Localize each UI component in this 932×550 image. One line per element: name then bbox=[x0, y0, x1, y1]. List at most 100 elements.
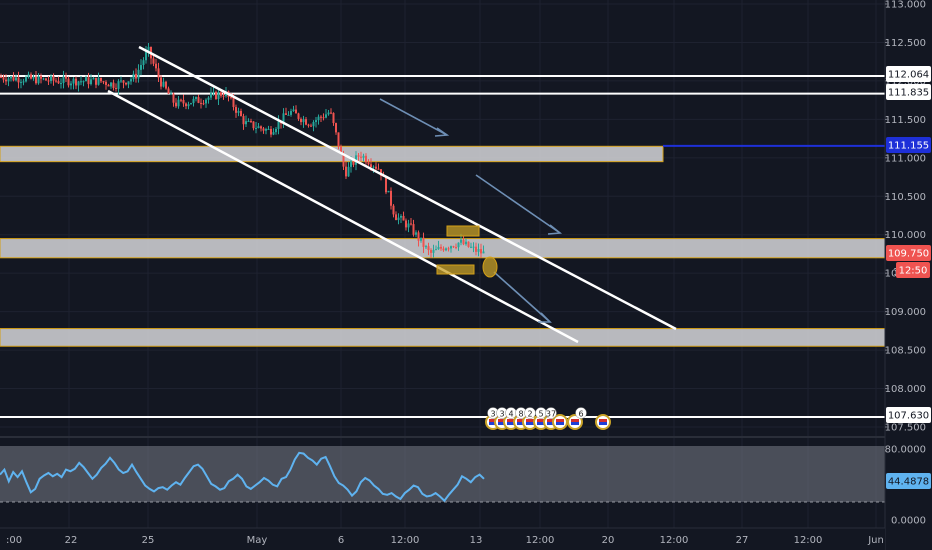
candle-body bbox=[357, 155, 360, 157]
candle-body bbox=[300, 118, 302, 123]
highlight-box-bottom[interactable] bbox=[436, 264, 475, 275]
candle-body bbox=[302, 119, 305, 123]
candle-body bbox=[475, 246, 477, 252]
candle-body bbox=[7, 78, 10, 82]
rsi-axis-label: 0.0000 bbox=[891, 516, 926, 527]
time-axis[interactable]: :00 22 25 May 6 12:00 13 12:00 20 12:00 27 12:00 Jun bbox=[6, 535, 884, 546]
time-axis-label: 25 bbox=[142, 535, 155, 546]
candle-body bbox=[230, 97, 232, 99]
event-count-badge[interactable]: 5 bbox=[535, 407, 547, 419]
candle-body bbox=[430, 250, 432, 253]
candle-body bbox=[380, 169, 382, 176]
candle-body bbox=[17, 77, 20, 83]
candle-body bbox=[270, 128, 272, 135]
candle-body bbox=[397, 217, 400, 221]
candle-body bbox=[222, 95, 225, 97]
candle-body bbox=[470, 246, 472, 248]
event-marker[interactable] bbox=[567, 414, 583, 430]
chart-grid bbox=[0, 0, 885, 528]
channel-upper-line[interactable] bbox=[138, 45, 677, 331]
candle-body bbox=[257, 126, 260, 129]
candle-body bbox=[315, 120, 317, 122]
time-axis-background[interactable] bbox=[0, 528, 885, 550]
event-count-badge[interactable]: 8 bbox=[515, 407, 527, 419]
event-marker[interactable] bbox=[595, 414, 611, 430]
candle-body bbox=[145, 51, 147, 61]
price-tag-2[interactable]: 111.835 bbox=[886, 84, 931, 100]
price-axis-label: 111.500 bbox=[885, 115, 926, 126]
candle-body bbox=[70, 83, 72, 86]
candle-body bbox=[55, 80, 57, 82]
time-axis-label: 12:00 bbox=[660, 535, 689, 546]
candle-body bbox=[182, 100, 185, 104]
candle-body bbox=[195, 97, 197, 99]
candle-body bbox=[450, 246, 452, 249]
price-axis-label: 110.500 bbox=[885, 192, 926, 203]
horizontal-levels[interactable] bbox=[0, 74, 885, 419]
candle-body bbox=[255, 128, 257, 130]
time-axis-label: May bbox=[247, 535, 268, 546]
highlight-box-top[interactable] bbox=[446, 225, 480, 237]
price-axis-label: 109.000 bbox=[885, 307, 926, 318]
event-count-label: 3 bbox=[499, 410, 504, 419]
event-count-badge[interactable]: 37 bbox=[545, 407, 557, 419]
zone-1[interactable] bbox=[0, 145, 664, 163]
candle-body bbox=[162, 81, 165, 87]
candle-body bbox=[427, 246, 430, 251]
candle-body bbox=[292, 109, 295, 112]
time-axis-label: 27 bbox=[736, 535, 749, 546]
trend-channel[interactable] bbox=[107, 45, 677, 344]
time-axis-label: :00 bbox=[6, 535, 22, 546]
candle-body bbox=[362, 155, 365, 158]
candle-body bbox=[32, 76, 35, 79]
price-tag-1[interactable]: 112.064 bbox=[886, 66, 931, 82]
price-tag-label: 109.750 bbox=[888, 249, 929, 260]
candle-body bbox=[95, 77, 97, 85]
candle-body bbox=[285, 113, 287, 115]
rsi-current-tag[interactable]: 44.4878 bbox=[886, 473, 931, 489]
channel-lower-line[interactable] bbox=[107, 89, 579, 344]
candle-body bbox=[360, 156, 362, 158]
candle-body bbox=[297, 113, 300, 119]
event-count-badge[interactable]: 4 bbox=[505, 407, 517, 419]
candle-body bbox=[390, 190, 392, 206]
time-axis-label: 12:00 bbox=[391, 535, 420, 546]
arrow-2[interactable] bbox=[475, 174, 563, 235]
candle-body bbox=[435, 249, 437, 251]
arrow-3[interactable] bbox=[493, 271, 552, 323]
candle-body bbox=[115, 87, 117, 89]
candle-body bbox=[47, 80, 50, 82]
candle-body bbox=[287, 114, 290, 116]
candle-body bbox=[477, 249, 480, 252]
price-tags: 112.064 111.835 111.155 109.750 12:50 107.630 bbox=[886, 66, 931, 423]
event-count-badge[interactable]: 2 bbox=[524, 407, 536, 419]
candle-body bbox=[457, 242, 460, 248]
price-tag-4[interactable]: 109.750 bbox=[886, 245, 931, 261]
highlight-markers[interactable] bbox=[436, 225, 498, 278]
highlight-ellipse[interactable] bbox=[482, 256, 498, 278]
arrow-1[interactable] bbox=[379, 98, 450, 137]
price-tag-6[interactable]: 107.630 bbox=[886, 407, 931, 423]
zone-2[interactable] bbox=[0, 238, 886, 259]
price-tag-label: 12:50 bbox=[899, 266, 928, 277]
candle-body bbox=[440, 246, 442, 249]
candle-body bbox=[185, 103, 187, 107]
direction-arrows[interactable] bbox=[379, 98, 563, 323]
time-axis-label: 12:00 bbox=[794, 535, 823, 546]
candle-body bbox=[92, 77, 95, 80]
candle-body bbox=[232, 97, 235, 108]
price-tag-label: 107.630 bbox=[888, 411, 929, 422]
event-count-badge[interactable]: 6 bbox=[575, 407, 587, 419]
price-axis-label: 111.000 bbox=[885, 153, 926, 164]
zone-3[interactable] bbox=[0, 328, 886, 347]
price-tag-5[interactable]: 12:50 bbox=[896, 262, 930, 278]
rsi-axis[interactable]: 80.0000 0.0000 44.4878 bbox=[885, 445, 931, 527]
event-markers[interactable]: 3 3 4 8 2 5 37 6 bbox=[485, 407, 611, 430]
candle-body bbox=[200, 102, 202, 104]
price-tag-3[interactable]: 111.155 bbox=[886, 137, 931, 153]
candle-body bbox=[140, 65, 142, 70]
candle-body bbox=[77, 81, 80, 86]
candle-body bbox=[65, 76, 67, 79]
